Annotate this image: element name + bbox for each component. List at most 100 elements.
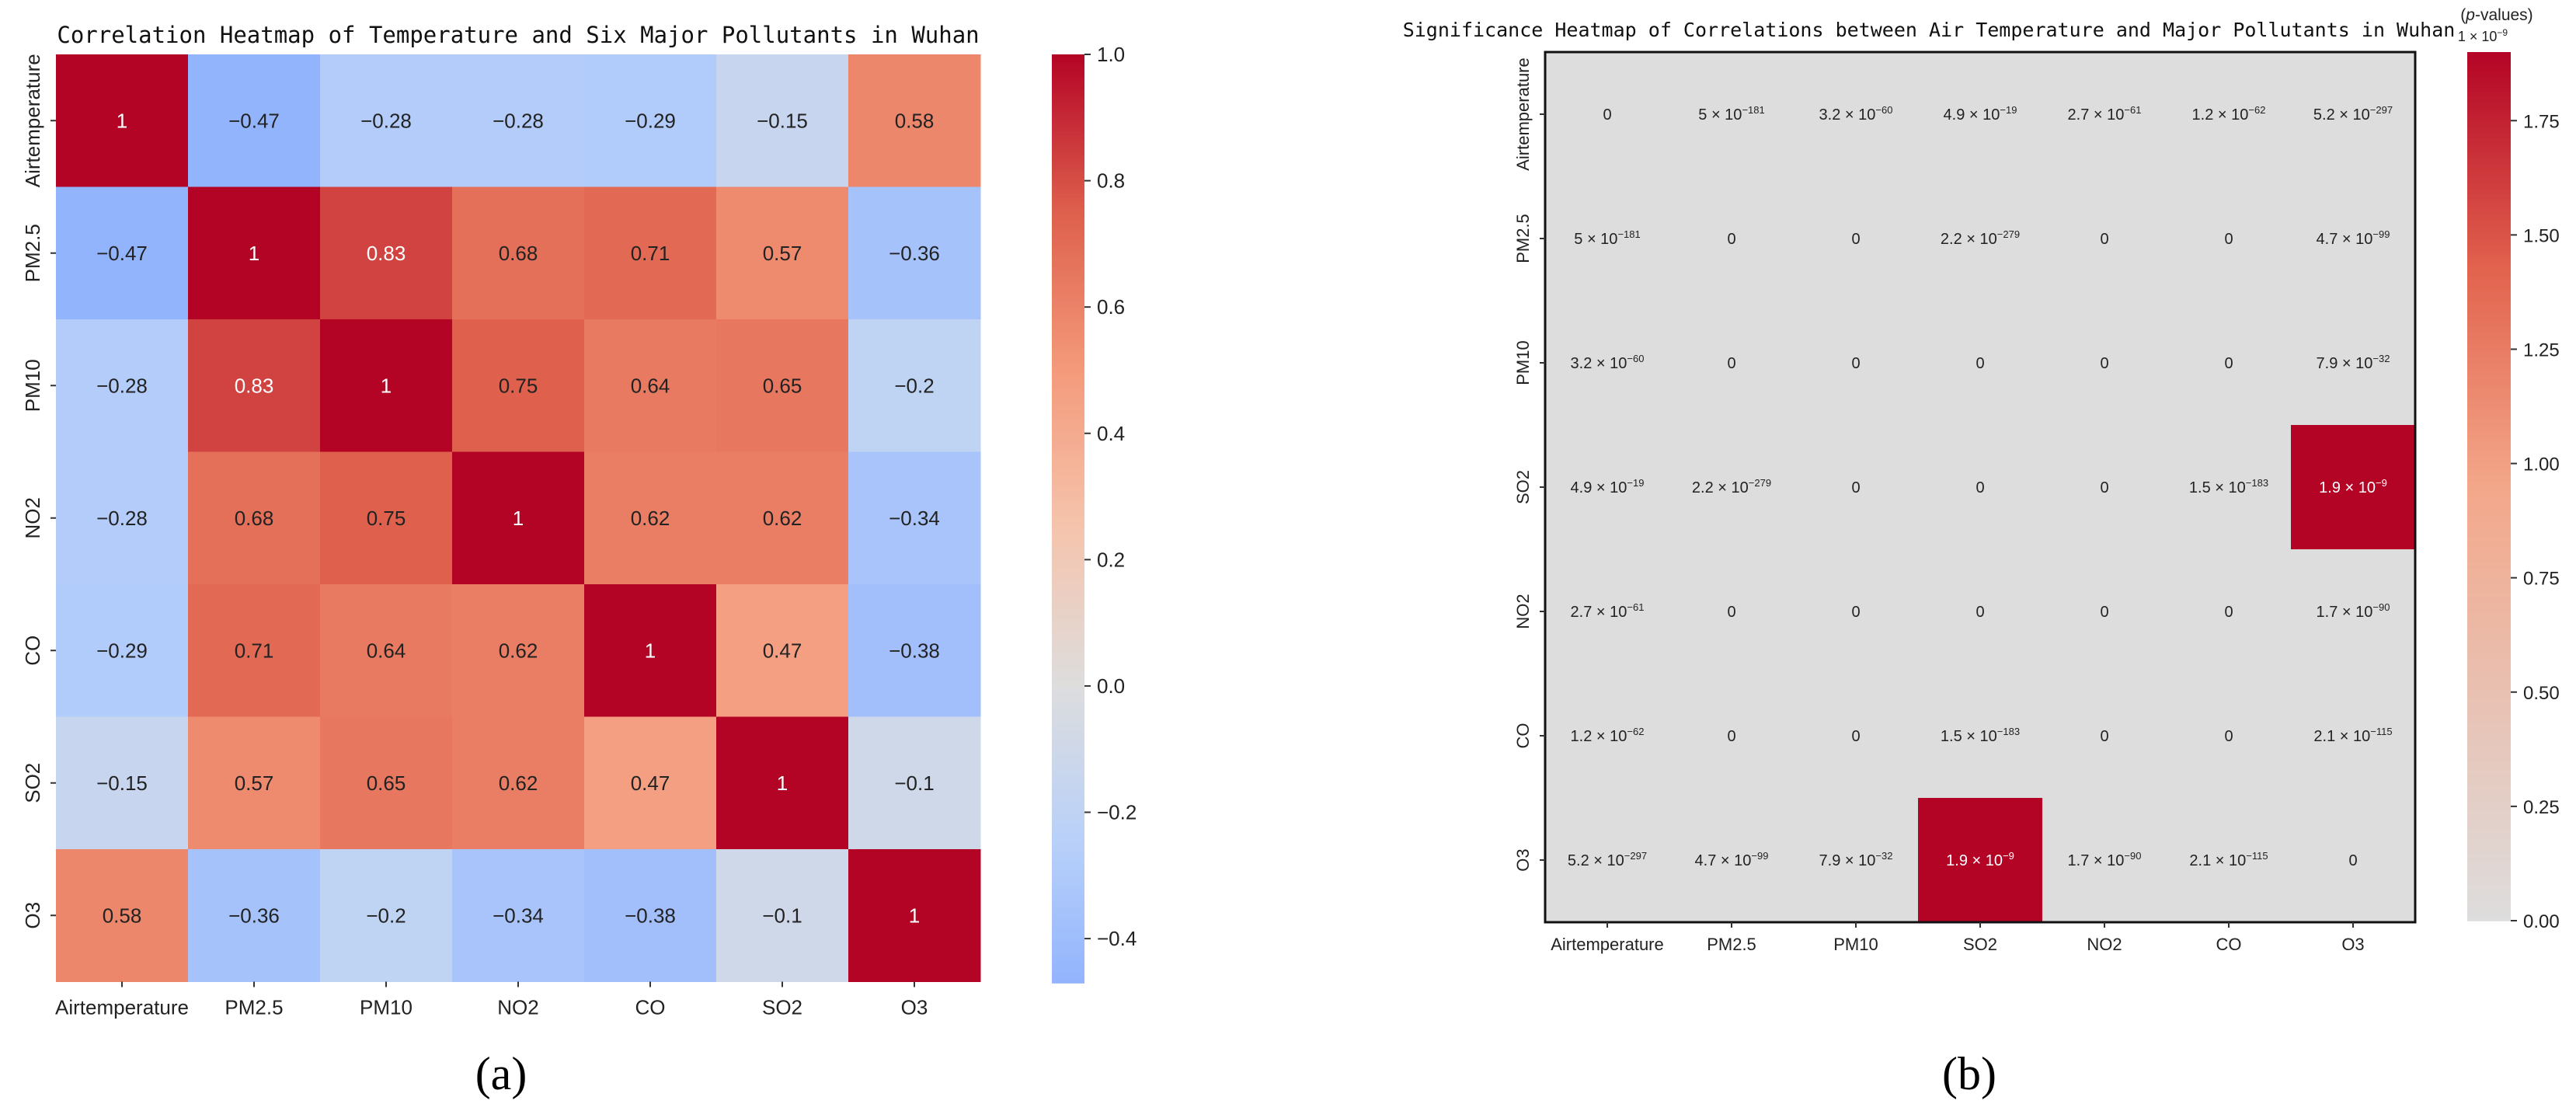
colorbar-segment bbox=[1052, 309, 1084, 315]
colorbar-segment bbox=[2467, 379, 2511, 385]
colorbar-segment bbox=[1052, 770, 1084, 775]
cell-value: 0.64 bbox=[631, 374, 670, 397]
colorbar-segment bbox=[2467, 210, 2511, 215]
colorbar-tick-label: −0.4 bbox=[1097, 927, 1137, 950]
cell-value: −0.38 bbox=[625, 904, 676, 927]
colorbar-segment bbox=[1052, 379, 1084, 385]
colorbar-segment bbox=[1052, 410, 1084, 415]
cell-pvalue: 0 bbox=[1851, 479, 1860, 496]
colorbar-segment bbox=[1052, 731, 1084, 737]
colorbar-segment bbox=[1052, 228, 1084, 233]
heatmap-cell bbox=[320, 849, 453, 982]
colorbar-tick-label: 1.00 bbox=[2523, 455, 2560, 475]
cell-value: 0.58 bbox=[895, 109, 935, 132]
colorbar-segment bbox=[2467, 218, 2511, 223]
cell-pvalue: 2.1 × 10−115 bbox=[2313, 726, 2392, 745]
colorbar-tick-label: 0.4 bbox=[1097, 422, 1125, 445]
colorbar-segment bbox=[1052, 77, 1084, 82]
colorbar-segment bbox=[1052, 940, 1084, 946]
colorbar-segment bbox=[1052, 135, 1084, 141]
colorbar-segment bbox=[1052, 569, 1084, 574]
y-tick-label: SO2 bbox=[21, 763, 44, 803]
colorbar-segment bbox=[1052, 217, 1084, 221]
colorbar-segment bbox=[1052, 81, 1084, 86]
colorbar-segment bbox=[1052, 600, 1084, 604]
colorbar-segment bbox=[2467, 711, 2511, 716]
cell-value: 1 bbox=[777, 771, 788, 795]
colorbar-segment bbox=[1052, 622, 1084, 628]
colorbar-segment bbox=[2467, 340, 2511, 345]
heatmap-cell bbox=[452, 54, 585, 187]
cell-pvalue: 5 × 10−181 bbox=[1698, 104, 1764, 124]
colorbar-segment bbox=[1052, 681, 1084, 686]
colorbar-segment bbox=[2467, 916, 2511, 921]
colorbar-segment bbox=[1052, 448, 1084, 454]
colorbar-segment bbox=[2467, 52, 2511, 57]
colorbar-segment bbox=[2467, 328, 2511, 333]
cell-value: −0.34 bbox=[493, 904, 544, 927]
colorbar-segment bbox=[2467, 726, 2511, 732]
colorbar-segment bbox=[2467, 813, 2511, 819]
colorbar-segment bbox=[2467, 893, 2511, 898]
colorbar-segment bbox=[1052, 971, 1084, 976]
colorbar-segment bbox=[1052, 344, 1084, 350]
colorbar-segment bbox=[1052, 399, 1084, 403]
colorbar-segment bbox=[2467, 747, 2511, 752]
heatmap-cell bbox=[848, 451, 981, 585]
colorbar-segment bbox=[1052, 778, 1084, 782]
colorbar-segment bbox=[2467, 636, 2511, 641]
heatmap-cell bbox=[452, 584, 585, 717]
colorbar-segment bbox=[1052, 534, 1084, 539]
colorbar-segment bbox=[2467, 134, 2511, 140]
heatmap-cell bbox=[320, 186, 453, 320]
heatmap-cell bbox=[848, 716, 981, 850]
colorbar-segment bbox=[1052, 61, 1084, 67]
colorbar-segment bbox=[2467, 723, 2511, 728]
colorbar-segment bbox=[1052, 824, 1084, 829]
colorbar-segment bbox=[1052, 766, 1084, 771]
colorbar-segment bbox=[1052, 661, 1084, 667]
colorbar-segment bbox=[2467, 849, 2511, 855]
colorbar-segment bbox=[1052, 739, 1084, 744]
colorbar-segment bbox=[2467, 900, 2511, 906]
colorbar-segment bbox=[2467, 841, 2511, 847]
heatmap-cell bbox=[584, 584, 717, 717]
cell-value: 0.57 bbox=[763, 242, 802, 265]
colorbar-segment bbox=[2467, 257, 2511, 263]
cell-value: −0.29 bbox=[96, 639, 148, 662]
cell-pvalue: 1.5 × 10−183 bbox=[2189, 477, 2268, 496]
colorbar-segment bbox=[1052, 580, 1084, 585]
colorbar-segment bbox=[1052, 704, 1084, 709]
colorbar-segment bbox=[1052, 573, 1084, 577]
colorbar-segment bbox=[2467, 320, 2511, 326]
colorbar-segment bbox=[1052, 800, 1084, 806]
colorbar-segment bbox=[2467, 79, 2511, 85]
colorbar-segment bbox=[2467, 557, 2511, 562]
colorbar-segment bbox=[2467, 604, 2511, 610]
colorbar-segment bbox=[2467, 56, 2511, 61]
colorbar-segment bbox=[1052, 851, 1084, 856]
colorbar-segment bbox=[1052, 696, 1084, 702]
cell-value: 0.47 bbox=[631, 771, 670, 795]
colorbar-segment bbox=[1052, 131, 1084, 137]
colorbar-segment bbox=[2467, 332, 2511, 337]
colorbar-segment bbox=[1052, 862, 1084, 868]
heatmap-cell bbox=[188, 716, 321, 850]
colorbar-segment bbox=[2467, 821, 2511, 827]
colorbar-segment bbox=[2467, 91, 2511, 96]
colorbar-segment bbox=[2467, 494, 2511, 500]
colorbar-segment bbox=[2467, 514, 2511, 519]
colorbar-segment bbox=[2467, 786, 2511, 792]
cell-pvalue: 0 bbox=[2100, 604, 2108, 621]
x-tick-label: PM10 bbox=[360, 996, 413, 1019]
colorbar-segment bbox=[1052, 147, 1084, 152]
colorbar-segment bbox=[2467, 585, 2511, 590]
y-tick-label: PM2.5 bbox=[21, 224, 44, 282]
colorbar-segment bbox=[1052, 162, 1084, 168]
colorbar-segment bbox=[2467, 95, 2511, 100]
colorbar-segment bbox=[1052, 657, 1084, 663]
colorbar-segment bbox=[1052, 193, 1084, 199]
colorbar-segment bbox=[1052, 57, 1084, 63]
colorbar-segment bbox=[1052, 793, 1084, 798]
heatmap-cell bbox=[848, 186, 981, 320]
